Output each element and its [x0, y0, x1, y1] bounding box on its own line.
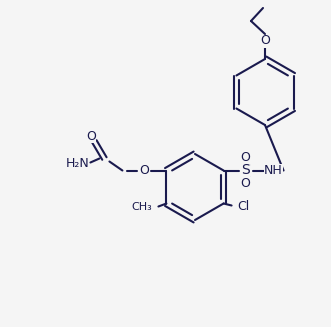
Text: O: O	[139, 164, 149, 177]
Text: O: O	[241, 151, 251, 164]
Text: H₂N: H₂N	[66, 157, 89, 170]
Text: CH₃: CH₃	[132, 202, 152, 213]
Text: O: O	[241, 177, 251, 190]
Text: O: O	[86, 130, 96, 143]
Text: NH: NH	[264, 164, 283, 177]
Text: S: S	[241, 164, 250, 178]
Text: O: O	[260, 35, 270, 47]
Text: Cl: Cl	[238, 200, 250, 213]
